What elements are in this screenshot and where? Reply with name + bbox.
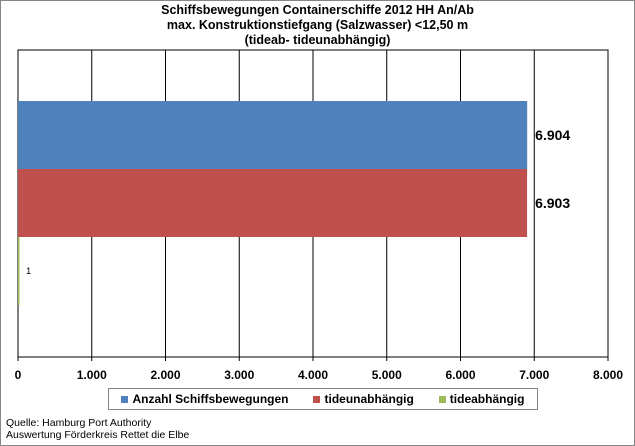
bar-1 [18, 169, 528, 237]
x-tick-label: 6.000 [445, 368, 475, 382]
data-label-2: 1 [26, 266, 31, 276]
source-note: Quelle: Hamburg Port Authority [6, 417, 152, 429]
data-label-0: 6.904 [535, 127, 570, 143]
legend-item-tideabhaengig: tideabhängig [438, 392, 525, 406]
legend-item-tideunabhaengig: tideunabhängig [313, 392, 414, 406]
analysis-note: Auswertung Förderkreis Rettet die Elbe [6, 429, 190, 441]
x-tick-label: 8.000 [593, 368, 623, 382]
x-tick-label: 7.000 [519, 368, 549, 382]
chart-title-line-3: (tideab- tideunabhängig) [244, 33, 391, 47]
chart-legend: Anzahl Schiffsbewegungen tideunabhängig … [108, 388, 538, 410]
x-tick-label: 4.000 [298, 368, 328, 382]
legend-label-tideabhaengig: tideabhängig [449, 392, 525, 406]
bar-2 [18, 237, 20, 305]
x-tick-label: 1.000 [77, 368, 107, 382]
legend-label-tideunabhaengig: tideunabhängig [324, 392, 414, 406]
legend-swatch-tideunabhaengig [313, 395, 321, 403]
legend-swatch-anzahl [121, 395, 129, 403]
legend-label-anzahl: Anzahl Schiffsbewegungen [132, 392, 289, 406]
x-tick-label: 2.000 [150, 368, 180, 382]
x-tick-label: 5.000 [372, 368, 402, 382]
chart-title-line-1: Schiffsbewegungen Containerschiffe 2012 … [161, 3, 474, 17]
legend-swatch-tideabhaengig [438, 395, 446, 403]
data-label-1: 6.903 [535, 195, 570, 211]
x-tick-label: 3.000 [224, 368, 254, 382]
bar-0 [18, 101, 528, 169]
legend-item-anzahl: Anzahl Schiffsbewegungen [121, 392, 289, 406]
x-tick-label: 0 [15, 368, 22, 382]
chart-title-line-2: max. Konstruktionstiefgang (Salzwasser) … [166, 18, 469, 32]
